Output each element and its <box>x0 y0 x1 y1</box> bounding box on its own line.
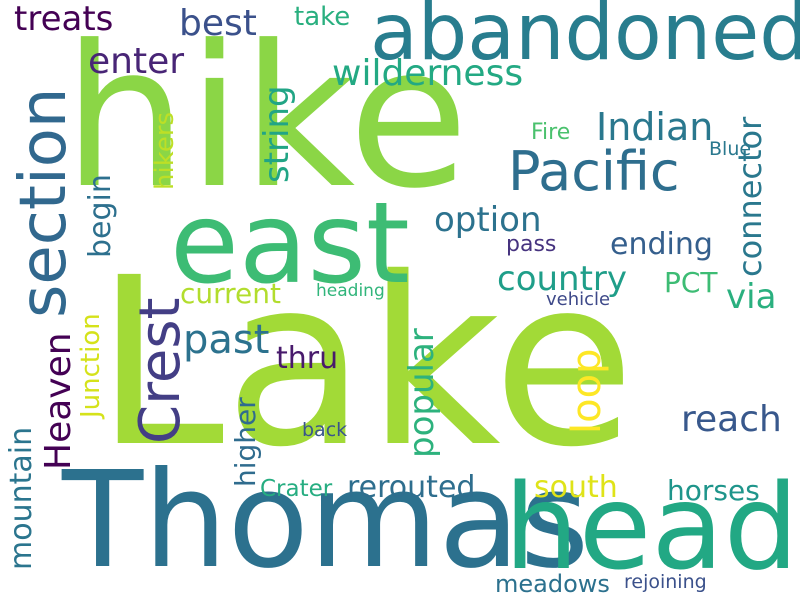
word-loop: loop <box>564 348 610 434</box>
word-via: via <box>726 277 777 317</box>
word-heaven: Heaven <box>38 332 79 470</box>
word-thru: thru <box>276 341 339 376</box>
word-take: take <box>294 2 351 32</box>
word-pacific: Pacific <box>508 140 680 203</box>
word-current: current <box>180 277 282 310</box>
word-fire: Fire <box>531 120 571 145</box>
word-back: back <box>302 419 348 441</box>
word-country: country <box>497 259 628 299</box>
word-pct: PCT <box>664 266 718 299</box>
word-option: option <box>434 200 542 240</box>
word-heading: heading <box>316 281 385 301</box>
word-connector: connector <box>731 116 769 277</box>
word-reach: reach <box>681 399 782 440</box>
word-abandoned: abandoned <box>370 0 800 78</box>
word-crater: Crater <box>260 476 333 502</box>
word-string: string <box>257 85 297 183</box>
word-popular: popular <box>402 328 442 458</box>
word-junction: Junction <box>76 313 106 418</box>
word-past: past <box>183 317 270 363</box>
word-enter: enter <box>88 41 185 82</box>
word-blue: Blue <box>709 138 752 160</box>
word-lake: Lake <box>95 228 636 498</box>
word-ending: ending <box>610 227 713 262</box>
word-begin: begin <box>83 174 118 258</box>
word-head: head <box>504 458 799 596</box>
word-hike: hike <box>63 4 469 232</box>
word-crest: Crest <box>128 297 193 444</box>
word-section: section <box>7 87 81 319</box>
word-rejoining: rejoining <box>624 571 707 593</box>
word-indian: Indian <box>596 105 714 149</box>
word-horses: horses <box>667 474 760 507</box>
word-higher: higher <box>229 397 262 487</box>
word-thomas: Thomas <box>62 444 590 598</box>
word-treats: treats <box>14 0 114 39</box>
word-east: east <box>170 179 410 309</box>
word-hikers: hikers <box>150 111 180 190</box>
word-best: best <box>179 3 257 44</box>
word-south: south <box>534 470 618 505</box>
word-meadows: meadows <box>495 570 610 598</box>
word-rerouted: rerouted <box>347 470 476 505</box>
word-pass: pass <box>506 232 557 257</box>
word-wilderness: wilderness <box>332 53 524 94</box>
word-mountain: mountain <box>4 426 39 570</box>
word-vehicle: vehicle <box>546 289 611 310</box>
